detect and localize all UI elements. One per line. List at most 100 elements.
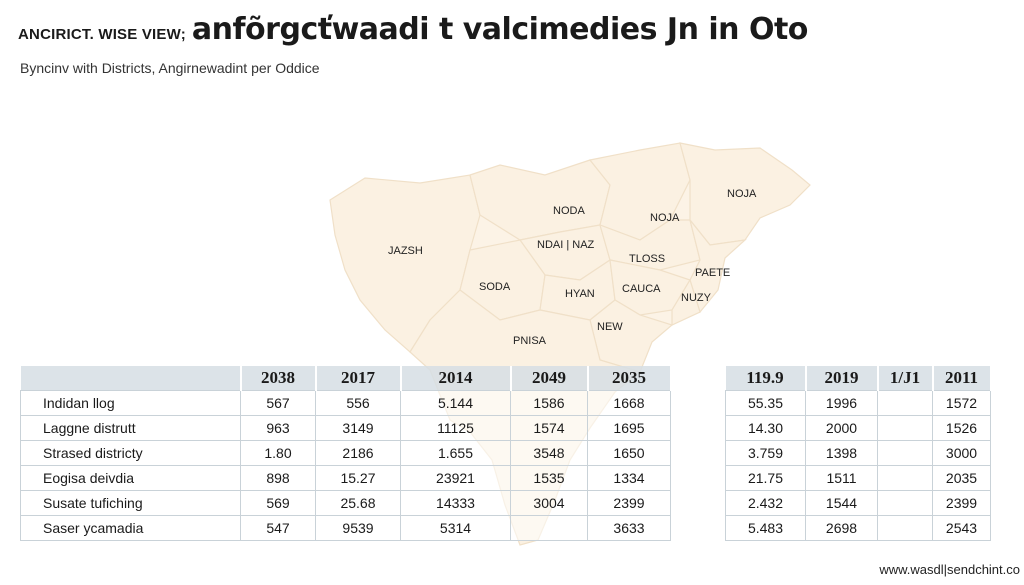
table-cell (877, 440, 933, 466)
header-cell: 2035 (587, 366, 672, 391)
table-cell: 2399 (587, 490, 671, 516)
header-cell: 2019 (805, 366, 879, 391)
region-cauca (609, 259, 691, 316)
table-cell (877, 465, 933, 491)
table-cell: 14333 (400, 490, 511, 516)
header-cell: 2038 (240, 366, 317, 391)
table-cell: 3633 (587, 515, 671, 541)
table-cell: 14.30 (725, 415, 806, 441)
header-label-cell (20, 366, 242, 391)
row-label: Saser ycamadia (20, 515, 241, 541)
table-row: Susate tufiching 569 25.68 14333 3004 2399 2.4… (20, 490, 991, 516)
header-cell: 2011 (932, 366, 992, 391)
table-cell: 2035 (932, 465, 991, 491)
gap-cell (670, 415, 726, 441)
map-label-new: NEW (597, 321, 623, 333)
region-nuzy (671, 278, 701, 326)
region-noja-west (588, 142, 691, 241)
region-hyan (539, 258, 616, 321)
header-cell: 2017 (315, 366, 402, 391)
table-cell: 2543 (932, 515, 991, 541)
map-label-paete: PAETE (695, 267, 730, 279)
header-cell: 2014 (400, 366, 512, 391)
table-row: Laggne distrutt 963 3149 11125 1574 1695 14.30… (20, 415, 991, 441)
table-cell: 9539 (315, 515, 401, 541)
header-cell: 1/J1 (877, 366, 934, 391)
map-label-noja-east: NOJA (727, 188, 757, 200)
table-cell: 2.432 (725, 490, 806, 516)
table-cell (877, 415, 933, 441)
table-cell: 1695 (587, 415, 671, 441)
table-cell: 1511 (805, 465, 878, 491)
table-cell (877, 515, 933, 541)
table-row: Saser ycamadia 547 9539 5314 3633 5.483 2698 25… (20, 515, 991, 541)
map-label-pnisa: PNISA (513, 335, 547, 347)
table-cell: 3000 (932, 440, 991, 466)
map-label-tloss: TLOSS (629, 253, 665, 265)
region-soda (459, 239, 546, 321)
table-cell: 2000 (805, 415, 878, 441)
table-cell: 1526 (932, 415, 991, 441)
region-new (589, 299, 674, 373)
header-cell: 2049 (510, 366, 589, 391)
map-label-nuzy: NUZY (681, 292, 712, 304)
row-label: Strased districty (20, 440, 241, 466)
map-label-jazsh: JAZSH (388, 245, 423, 257)
row-label: Laggne distrutt (20, 415, 241, 441)
table-cell: 21.75 (725, 465, 806, 491)
table-cell: 5314 (400, 515, 511, 541)
table-cell (877, 490, 933, 516)
table-cell: 23921 (400, 465, 511, 491)
row-label: Susate tufiching (20, 490, 241, 516)
title-main: anfõrgcťwaadi t valcimedies Jn in Oto (191, 12, 809, 47)
table-cell: 898 (240, 465, 316, 491)
gap-cell (670, 390, 726, 416)
table-cell: 1334 (587, 465, 671, 491)
table-cell: 3.759 (725, 440, 806, 466)
table-row: Strased districty 1.80 2186 1.655 3548 1650 3.… (20, 440, 991, 466)
table-cell: 5.144 (400, 390, 511, 416)
region-jazsh (329, 174, 481, 353)
table-cell (510, 515, 588, 541)
table-cell: 3548 (510, 440, 588, 466)
table-cell: 1398 (805, 440, 878, 466)
region-paete (689, 219, 747, 314)
table-cell: 1544 (805, 490, 878, 516)
table-cell: 1572 (932, 390, 991, 416)
map-label-ndai-naz: NDAI | NAZ (537, 239, 595, 251)
table-cell: 1535 (510, 465, 588, 491)
gap-cell (670, 515, 726, 541)
table-row: Eogisa deivdia 898 15.27 23921 1535 1334 21.75… (20, 465, 991, 491)
map-label-hyan: HYAN (565, 288, 595, 300)
table-cell: 556 (315, 390, 401, 416)
table-cell: 1650 (587, 440, 671, 466)
table-cell: 1574 (510, 415, 588, 441)
region-tloss (599, 219, 701, 271)
table-cell (877, 390, 933, 416)
table-cell: 567 (240, 390, 316, 416)
table-cell: 2399 (932, 490, 991, 516)
table-cell: 2186 (315, 440, 401, 466)
map-label-soda: SODA (479, 281, 511, 293)
district-data-table: 2038 2017 2014 2049 2035 119.9 2019 1/J1… (20, 366, 992, 541)
header-cell: 119.9 (725, 366, 807, 391)
table-cell: 5.483 (725, 515, 806, 541)
region-noja-east (679, 142, 811, 246)
gap-cell (670, 490, 726, 516)
title-prefix: ANCIRICT. WISE VIEW; (18, 26, 186, 43)
table-cell: 25.68 (315, 490, 401, 516)
gap-cell (670, 440, 726, 466)
gap-cell (670, 465, 726, 491)
map-label-cauca: CAUCA (622, 283, 661, 295)
table-cell: 1.80 (240, 440, 316, 466)
table-cell: 3149 (315, 415, 401, 441)
region-noda (469, 159, 611, 241)
table-row: Indidan llog 567 556 5.144 1586 1668 55.35 1996… (20, 390, 991, 416)
table-cell: 2698 (805, 515, 878, 541)
table-cell: 1.655 (400, 440, 511, 466)
region-ndai-naz (518, 224, 611, 281)
page-title: ANCIRICT. WISE VIEW; anfõrgcťwaadi t val… (18, 12, 808, 47)
table-cell: 1668 (587, 390, 671, 416)
table-cell: 3004 (510, 490, 588, 516)
table-cell: 963 (240, 415, 316, 441)
